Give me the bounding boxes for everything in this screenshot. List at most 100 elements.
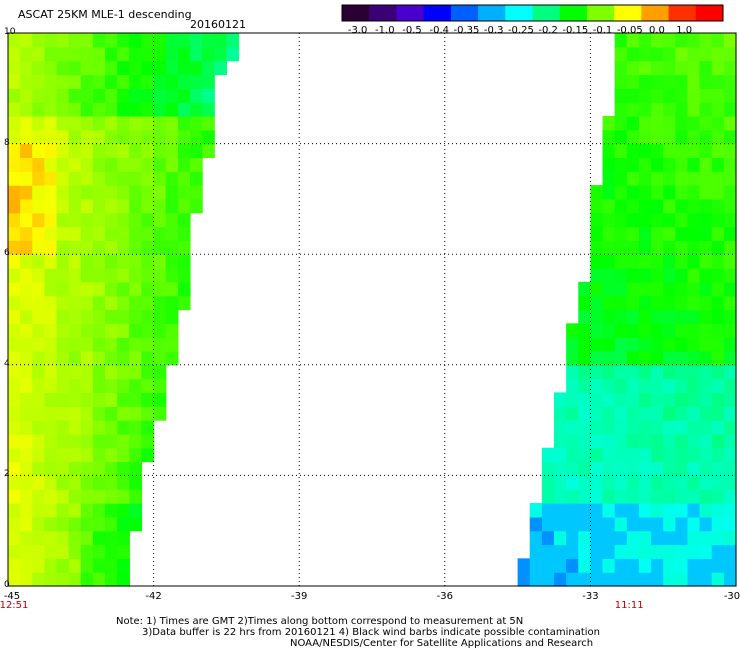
note-line-3: NOAA/NESDIS/Center for Satellite Applica…: [290, 638, 594, 649]
data-cell: [651, 60, 664, 76]
data-cell: [529, 503, 543, 518]
data-cell: [675, 198, 689, 214]
data-cell: [723, 46, 737, 62]
data-cell: [638, 115, 652, 131]
data-cell: [651, 198, 664, 214]
data-cell: [129, 309, 143, 324]
data-cell: [566, 378, 579, 394]
data-cell: [675, 212, 689, 228]
data-cell: [566, 516, 579, 532]
data-cell: [56, 392, 70, 407]
data-cell: [92, 350, 106, 366]
data-cell: [117, 378, 130, 394]
data-cell: [141, 323, 155, 338]
data-cell: [699, 516, 713, 532]
data-cell: [675, 350, 689, 366]
data-cell: [105, 171, 118, 186]
data-cell: [699, 544, 713, 559]
data-cell: [56, 544, 70, 559]
y-tick-label: 4: [4, 358, 10, 369]
data-cell: [590, 433, 604, 449]
data-cell: [117, 364, 130, 380]
data-cell: [32, 572, 45, 587]
data-cell: [153, 226, 167, 241]
data-cell: [80, 433, 94, 449]
data-cell: [711, 558, 725, 573]
data-cell: [68, 489, 82, 504]
data-cell: [117, 88, 130, 103]
data-cell: [214, 60, 227, 76]
data-cell: [711, 489, 725, 504]
data-cell: [566, 447, 579, 463]
data-cell: [68, 295, 82, 311]
data-cell: [32, 88, 45, 103]
data-cell: [20, 268, 33, 283]
data-cell: [614, 503, 628, 518]
data-cell: [699, 461, 713, 476]
data-cell: [153, 185, 167, 200]
data-cell: [663, 74, 676, 89]
data-cell: [541, 516, 555, 532]
data-cell: [614, 33, 628, 48]
data-cell: [117, 433, 130, 449]
data-cell: [56, 157, 70, 172]
data-cell: [663, 323, 676, 338]
data-cell: [8, 33, 21, 48]
data-cell: [590, 323, 604, 338]
data-cell: [20, 337, 33, 352]
data-cell: [663, 350, 676, 366]
data-cell: [20, 33, 33, 48]
data-cell: [723, 364, 737, 380]
data-cell: [663, 392, 676, 407]
data-cell: [141, 129, 155, 145]
data-cell: [614, 102, 628, 117]
data-cell: [44, 240, 58, 255]
data-cell: [117, 406, 130, 421]
data-cell: [711, 544, 725, 559]
data-cell: [651, 171, 664, 186]
data-cell: [699, 60, 713, 76]
data-cell: [614, 157, 628, 172]
data-cell: [165, 102, 179, 117]
data-cell: [165, 129, 179, 145]
data-cell: [32, 33, 45, 48]
data-cell: [651, 74, 664, 89]
data-cell: [663, 198, 676, 214]
data-cell: [651, 102, 664, 117]
data-cell: [32, 102, 45, 117]
colorbar: [341, 4, 724, 22]
data-cell: [626, 129, 640, 145]
data-cell: [56, 88, 70, 103]
data-cell: [602, 185, 616, 200]
data-cell: [541, 489, 555, 504]
data-cell: [153, 171, 167, 186]
data-cell: [129, 378, 143, 394]
data-cell: [590, 364, 604, 380]
data-cell: [675, 254, 689, 269]
data-cell: [663, 475, 676, 490]
data-cell: [723, 378, 737, 394]
data-cell: [202, 60, 215, 76]
data-cell: [32, 212, 45, 228]
data-cell: [8, 171, 21, 186]
data-cell: [56, 129, 70, 145]
data-cell: [8, 60, 21, 76]
data-cell: [117, 254, 130, 269]
data-cell: [8, 516, 21, 532]
data-cell: [723, 544, 737, 559]
data-cell: [141, 378, 155, 394]
x-tick-label: -33: [582, 591, 599, 602]
data-cell: [68, 268, 82, 283]
data-cell: [614, 544, 628, 559]
data-cell: [141, 268, 155, 283]
data-cell: [711, 198, 725, 214]
data-cell: [117, 350, 130, 366]
data-cell: [638, 544, 652, 559]
data-cell: [117, 544, 130, 559]
data-cell: [541, 530, 555, 546]
data-cell: [153, 295, 167, 311]
data-cell: [699, 558, 713, 573]
data-cell: [651, 447, 664, 463]
data-cell: [687, 198, 701, 214]
data-cell: [687, 475, 701, 490]
